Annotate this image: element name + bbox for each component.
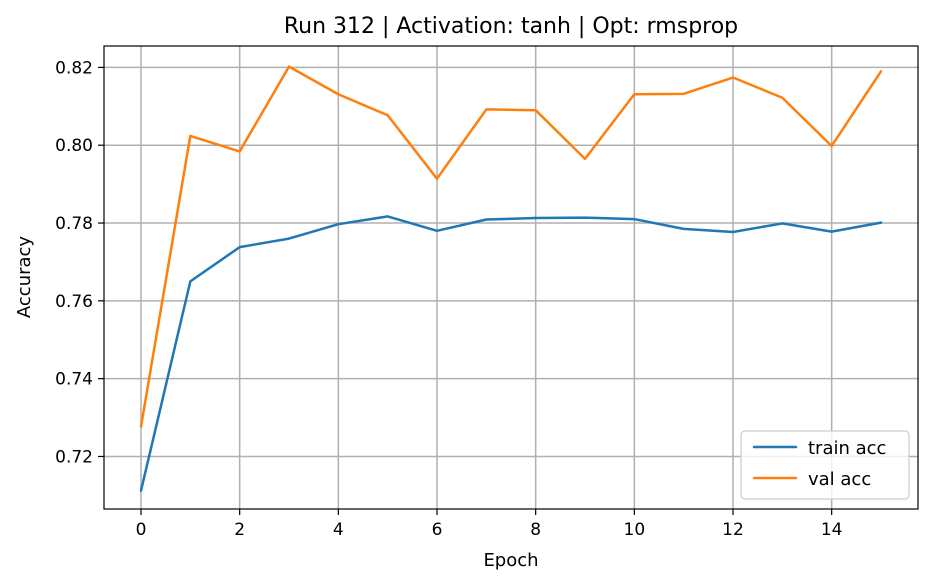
legend-label-train-acc: train acc [808,438,886,459]
x-tick-label: 0 [136,520,147,540]
legend-label-val-acc: val acc [808,469,871,490]
series-lines [139,65,883,492]
x-tick-label: 6 [432,520,443,540]
x-tick-label: 4 [333,520,344,540]
x-tick-label: 14 [821,520,843,540]
series-line-val-acc [139,65,883,428]
chart-title: Run 312 | Activation: tanh | Opt: rmspro… [284,14,738,39]
series-line-train-acc [139,215,883,492]
plot-frame [103,45,919,510]
legend: train acc val acc [740,430,910,500]
y-tick-label: 0.80 [55,136,93,156]
y-axis-ticks: 0.72 0.74 0.76 0.78 0.80 0.82 [55,58,104,467]
y-tick-label: 0.82 [55,58,93,78]
x-tick-label: 10 [624,520,646,540]
x-axis-label: Epoch [483,550,538,571]
y-tick-label: 0.76 [55,292,93,312]
y-axis-label: Accuracy [14,236,35,319]
x-tick-label: 12 [722,520,744,540]
y-tick-label: 0.78 [55,214,93,234]
x-tick-label: 2 [234,520,245,540]
x-axis-ticks: 0 2 4 6 8 10 12 14 [136,509,843,540]
y-tick-label: 0.72 [55,447,93,467]
grid [104,46,918,509]
y-tick-label: 0.74 [55,370,93,390]
x-tick-label: 8 [530,520,541,540]
